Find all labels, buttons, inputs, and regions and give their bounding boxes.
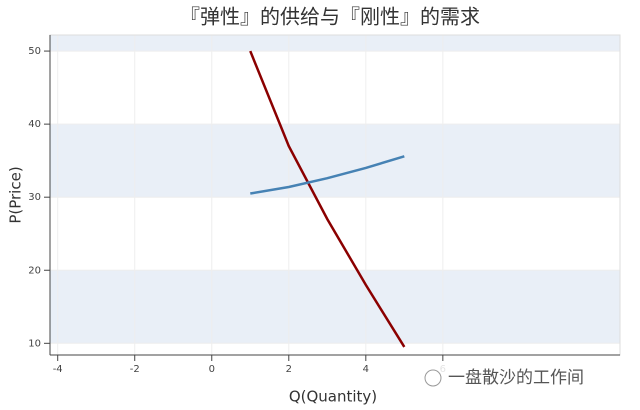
band bbox=[50, 35, 620, 52]
watermark-bg bbox=[418, 364, 632, 392]
x-tick-label: 2 bbox=[286, 364, 292, 375]
chart-title: 『弹性』的供给与『刚性』的需求 bbox=[180, 5, 480, 29]
y-axis-label: P(Price) bbox=[7, 166, 25, 223]
x-tick-label: 0 bbox=[209, 364, 215, 375]
x-axis-label: Q(Quantity) bbox=[289, 388, 377, 406]
watermark-icon bbox=[424, 369, 442, 387]
y-tick-label: 50 bbox=[28, 46, 41, 57]
line bbox=[249, 50, 406, 348]
x-tick-label: -4 bbox=[53, 364, 63, 375]
x-tick-label: 4 bbox=[363, 364, 369, 375]
band bbox=[50, 124, 620, 198]
watermark: 一盘散沙的工作间 bbox=[448, 368, 584, 388]
x-tick-label: -2 bbox=[130, 364, 140, 375]
y-tick-label: 10 bbox=[28, 338, 41, 349]
band bbox=[50, 270, 620, 344]
y-tick-label: 20 bbox=[28, 265, 41, 276]
line bbox=[250, 155, 405, 195]
y-tick-label: 40 bbox=[28, 119, 41, 130]
y-tick-label: 30 bbox=[28, 192, 41, 203]
